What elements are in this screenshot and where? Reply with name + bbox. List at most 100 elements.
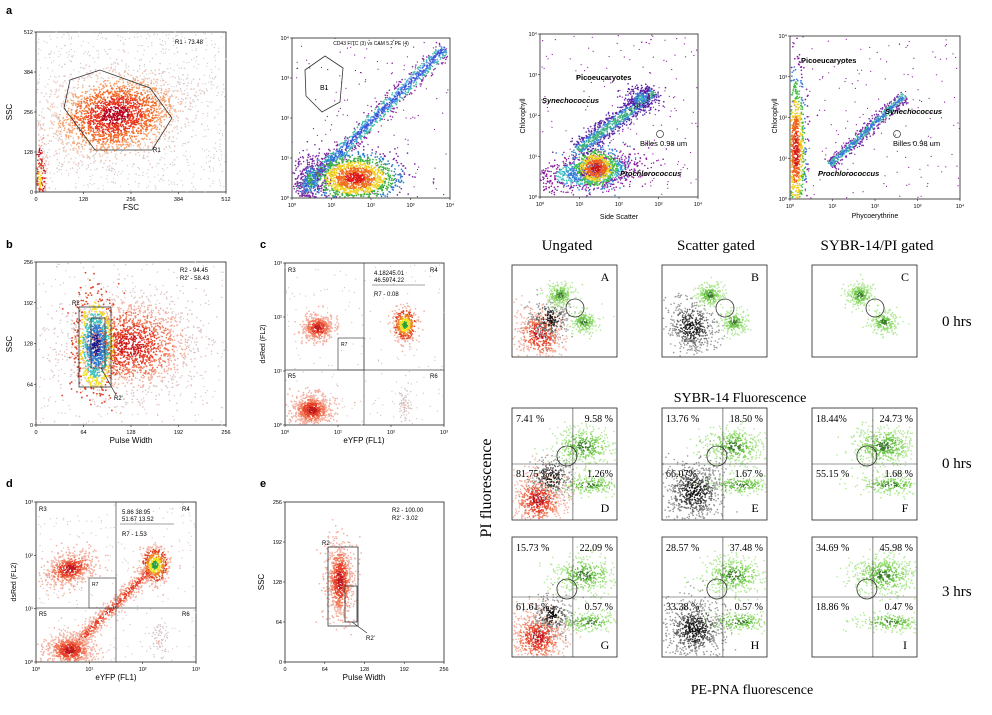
data-point <box>442 61 444 64</box>
data-point <box>400 162 403 165</box>
data-point <box>89 70 92 72</box>
data-point <box>43 169 46 172</box>
data-point <box>92 57 94 59</box>
data-point <box>391 105 394 108</box>
data-point <box>344 136 347 138</box>
data-point <box>79 118 82 121</box>
data-point <box>298 152 301 154</box>
data-point <box>155 186 157 188</box>
data-point <box>291 141 293 143</box>
data-point <box>204 129 206 131</box>
data-point <box>69 122 71 124</box>
data-point <box>128 118 131 121</box>
data-point <box>414 68 417 70</box>
data-point <box>186 158 188 160</box>
data-point <box>77 103 80 106</box>
data-point <box>78 31 80 33</box>
data-point <box>102 80 105 83</box>
data-point <box>121 141 124 144</box>
data-point <box>219 149 221 151</box>
data-point <box>94 152 97 155</box>
data-point <box>367 104 369 106</box>
data-point <box>97 56 100 59</box>
data-point <box>213 157 215 159</box>
data-point <box>83 100 85 103</box>
data-point <box>184 125 187 128</box>
data-point <box>75 157 77 159</box>
data-point <box>39 129 41 131</box>
data-point <box>76 117 78 120</box>
data-point <box>182 143 184 145</box>
data-point <box>109 82 111 84</box>
data-point <box>394 92 397 94</box>
data-point <box>384 98 387 101</box>
data-point <box>429 67 432 69</box>
data-point <box>377 106 380 108</box>
data-point <box>148 145 150 147</box>
data-point <box>156 108 158 111</box>
data-point <box>105 118 108 120</box>
data-point <box>362 195 365 198</box>
data-point <box>135 105 138 108</box>
data-point <box>65 142 68 145</box>
data-point <box>114 91 117 94</box>
data-point <box>98 120 101 123</box>
data-point <box>37 184 39 187</box>
data-point <box>94 104 97 107</box>
data-point <box>101 108 104 110</box>
data-point <box>80 115 82 118</box>
data-point <box>101 121 104 124</box>
data-point <box>88 65 91 68</box>
data-point <box>336 158 339 160</box>
data-point <box>112 181 115 184</box>
data-point <box>145 101 148 104</box>
data-point <box>212 84 214 86</box>
data-point <box>83 110 85 113</box>
data-point <box>60 103 63 105</box>
data-point <box>80 62 82 65</box>
data-point <box>81 140 84 143</box>
data-point <box>147 147 150 150</box>
data-point <box>376 60 378 63</box>
data-point <box>127 108 130 111</box>
data-point <box>145 133 147 136</box>
data-point <box>383 111 385 113</box>
data-point <box>347 139 349 141</box>
data-point <box>138 64 141 67</box>
data-point <box>89 182 91 185</box>
data-point <box>412 85 415 87</box>
data-point <box>56 116 58 119</box>
data-point <box>354 54 356 56</box>
data-point <box>103 153 105 155</box>
data-point <box>204 33 206 35</box>
data-point <box>45 156 47 158</box>
data-point <box>396 91 398 93</box>
data-point <box>180 88 182 90</box>
data-point <box>365 79 367 81</box>
data-point <box>145 127 148 129</box>
data-point <box>152 82 155 85</box>
data-point <box>93 183 96 185</box>
data-point <box>426 64 428 66</box>
data-point <box>326 176 328 178</box>
data-point <box>300 45 303 47</box>
data-point <box>126 87 129 90</box>
data-point <box>173 137 175 139</box>
data-point <box>46 172 48 174</box>
data-point <box>379 118 382 121</box>
data-point <box>179 110 182 112</box>
data-point <box>410 78 413 81</box>
data-point <box>154 185 156 187</box>
data-point <box>206 148 208 151</box>
data-point <box>382 191 385 194</box>
data-point <box>186 53 188 55</box>
data-point <box>189 170 191 172</box>
data-point <box>62 118 64 120</box>
data-point <box>174 35 177 37</box>
data-point <box>87 72 89 74</box>
data-point <box>403 69 405 71</box>
data-point <box>366 127 368 129</box>
data-point <box>180 87 182 89</box>
data-point <box>138 144 140 147</box>
data-point <box>158 88 161 90</box>
